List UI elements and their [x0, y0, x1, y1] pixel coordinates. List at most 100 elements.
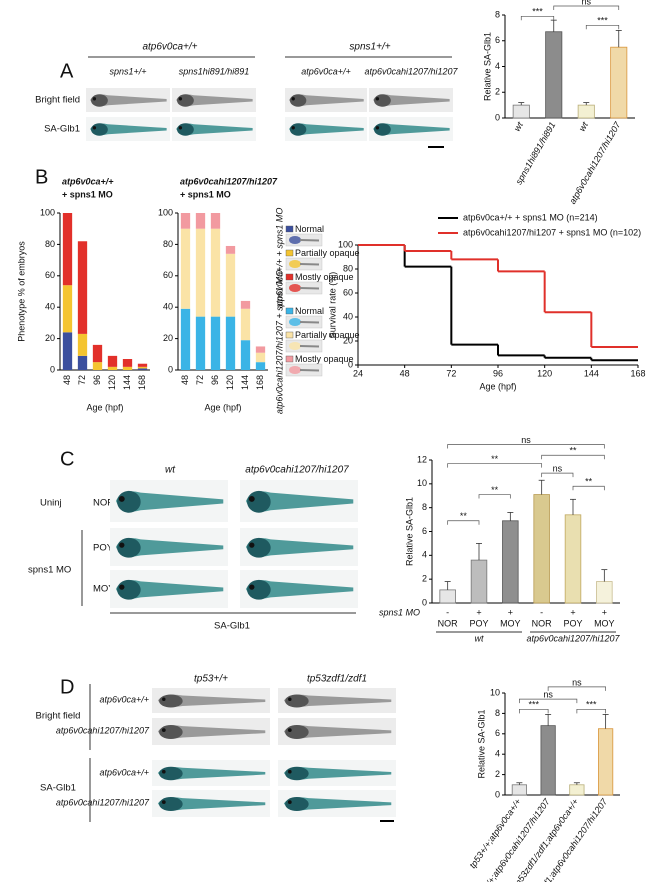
- significance-label: **: [491, 485, 499, 495]
- x-tick-label: 48: [62, 375, 72, 385]
- fish-body: [283, 694, 392, 707]
- fish-body: [245, 491, 354, 512]
- fish-head: [177, 94, 194, 107]
- row-label: POY: [93, 543, 114, 554]
- y-tick-label: 2: [495, 769, 500, 779]
- y-axis-label: Relative SA-Glb1: [404, 497, 414, 566]
- bar-segment: [195, 316, 206, 370]
- chart-title: atp6v0cahi1207/hi1207: [180, 176, 278, 186]
- x-tick-label: MOY: [500, 618, 521, 628]
- column-header: spns1+/+: [349, 42, 390, 53]
- significance-bracket: [520, 15, 555, 21]
- bar-segment: [180, 308, 191, 370]
- x-axis-label: Age (hpf): [86, 402, 123, 412]
- fish-head: [159, 725, 183, 740]
- significance-bracket: [553, 5, 620, 10]
- bar-segment: [240, 308, 251, 341]
- fish-eye: [119, 584, 125, 590]
- fish-head: [91, 94, 108, 107]
- y-tick-label: 6: [495, 728, 500, 738]
- fish-eye: [287, 800, 292, 805]
- bar-segment: [122, 366, 133, 370]
- treatment-row-label: spns1 MO: [379, 607, 420, 617]
- row-group: spns1 MO: [28, 565, 71, 576]
- fish-body: [245, 538, 354, 557]
- column-header: wt: [165, 465, 176, 476]
- fish-head: [177, 123, 194, 136]
- fish-eye: [249, 542, 255, 548]
- fish-head: [374, 123, 391, 136]
- legend-thumb-fish: [299, 321, 320, 324]
- error-bar: [516, 782, 523, 785]
- significance-label: ns: [521, 435, 531, 445]
- panel-label: D: [60, 676, 74, 698]
- fish-body: [115, 538, 224, 557]
- bar-segment: [137, 368, 148, 370]
- fish-head: [159, 797, 183, 812]
- error-bar: [476, 543, 482, 561]
- significance-label: ***: [597, 16, 608, 26]
- bar-segment: [255, 346, 266, 353]
- bar-segment: [107, 366, 118, 370]
- row-label: atp6v0cahi1207/hi1207: [56, 797, 150, 807]
- fish-head: [289, 94, 307, 107]
- bar: [511, 784, 527, 796]
- row-group: Bright field: [36, 711, 81, 722]
- row-label: atp6v0ca+/+: [99, 694, 149, 704]
- x-tick-label: 72: [195, 375, 205, 385]
- column-label: spns1+/+: [109, 66, 146, 76]
- panel-label: C: [60, 448, 74, 470]
- bar-segment: [62, 332, 73, 370]
- column-label: atp6v0cahi1207/hi1207: [364, 66, 458, 76]
- bar: [598, 728, 614, 796]
- significance-label: ***: [586, 700, 597, 710]
- y-tick-label: 40: [163, 302, 173, 312]
- fish-body: [176, 123, 253, 136]
- y-tick-label: 12: [417, 454, 427, 464]
- error-bar: [444, 581, 451, 590]
- significance-bracket: [585, 24, 620, 30]
- x-tick-label: 24: [353, 368, 363, 378]
- fish-head: [159, 766, 183, 781]
- legend-swatch: [285, 249, 294, 257]
- group-label: atp6v0cahi1207/hi1207: [526, 633, 620, 643]
- x-tick-label: 48: [180, 375, 190, 385]
- fish-head: [247, 579, 271, 600]
- fish-body: [289, 94, 364, 107]
- x-tick-label: 144: [122, 375, 132, 390]
- fish-head: [285, 725, 309, 740]
- legend-swatch: [285, 331, 294, 339]
- x-tick-label: 96: [493, 368, 503, 378]
- x-tick-label: 168: [137, 375, 147, 390]
- row-label: atp6v0ca+/+: [99, 767, 149, 777]
- x-tick-label: tp53+/+;atp6v0ca+/+: [467, 797, 523, 870]
- y-tick-label: 0: [422, 597, 427, 607]
- y-tick-label: 4: [495, 749, 500, 759]
- fish-body: [283, 766, 392, 780]
- y-tick-label: 100: [338, 239, 353, 249]
- treatment-label: +: [476, 607, 481, 617]
- bar-segment: [255, 352, 266, 363]
- treatment-label: +: [570, 607, 575, 617]
- bar-segment: [210, 228, 221, 317]
- fish-head: [285, 694, 309, 708]
- significance-bracket: [478, 494, 511, 499]
- y-tick-label: 80: [163, 239, 173, 249]
- legend-thumb-fish: [289, 236, 301, 244]
- bar-segment: [137, 366, 148, 369]
- error-bar: [573, 782, 580, 785]
- error-bar: [507, 512, 514, 521]
- bar-segment: [77, 355, 88, 370]
- significance-label: **: [585, 477, 593, 487]
- fish-head: [117, 537, 141, 558]
- fish-head: [247, 537, 271, 558]
- legend-swatch: [285, 225, 294, 233]
- column-header: atp6v0cahi1207/hi1207: [245, 465, 349, 476]
- legend-thumb-fish: [299, 239, 320, 242]
- significance-label: ns: [581, 0, 591, 6]
- chart-subtitle: + spns1 MO: [180, 189, 231, 199]
- legend-swatch: [285, 273, 294, 281]
- legend-label: Partially opaque: [295, 330, 360, 340]
- x-tick-label: 72: [446, 368, 456, 378]
- fish-head: [117, 579, 141, 600]
